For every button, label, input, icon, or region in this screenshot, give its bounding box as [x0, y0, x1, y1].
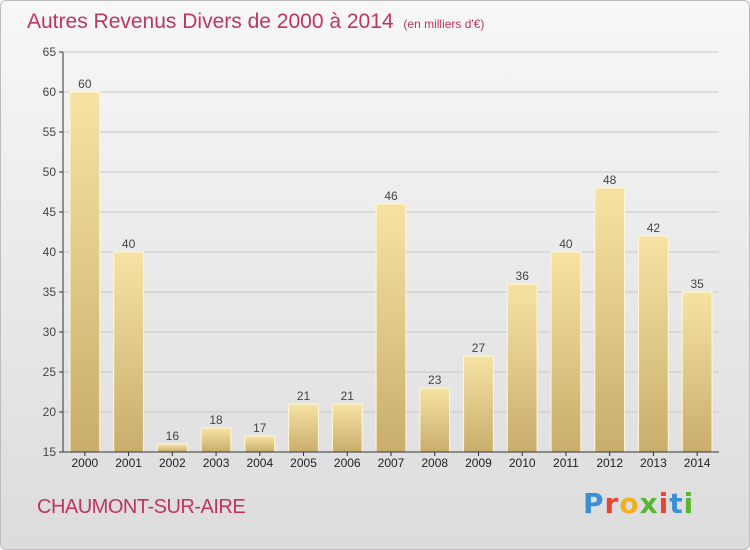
- data-label: 46: [384, 189, 398, 203]
- x-tick-label: 2012: [596, 456, 623, 470]
- bar: [113, 251, 144, 453]
- data-label: 42: [647, 221, 661, 235]
- y-tick-label: 40: [43, 245, 57, 259]
- bar: [288, 403, 319, 453]
- bar: [419, 387, 451, 453]
- y-tick-label: 25: [43, 365, 57, 379]
- x-tick-label: 2011: [553, 456, 579, 470]
- bar: [244, 435, 276, 453]
- bar: [331, 403, 363, 453]
- data-label: 40: [122, 237, 136, 251]
- bar: [506, 283, 538, 453]
- y-tick-label: 65: [43, 45, 57, 59]
- data-label: 40: [559, 237, 573, 251]
- bar: [550, 251, 582, 453]
- axes: [59, 51, 719, 456]
- data-label: 21: [341, 389, 355, 403]
- data-label: 21: [297, 389, 311, 403]
- x-tick-label: 2003: [203, 456, 230, 470]
- bar: [594, 187, 626, 453]
- x-tick-label: 2010: [509, 456, 536, 470]
- chart-title-text: Autres Revenus Divers de 2000 à 2014: [27, 10, 394, 33]
- x-tick-label: 2008: [421, 456, 448, 470]
- data-label: 35: [690, 277, 704, 291]
- x-tick-label: 2004: [246, 456, 273, 470]
- x-tick-label: 2007: [378, 456, 405, 470]
- x-tick-label: 2013: [640, 456, 667, 470]
- data-label: 16: [166, 429, 180, 443]
- commune-name: CHAUMONT-SUR-AIRE: [37, 496, 246, 518]
- x-tick-label: 2014: [684, 456, 711, 470]
- data-label: 60: [78, 77, 92, 91]
- bar: [69, 91, 101, 453]
- bar: [638, 235, 669, 453]
- data-label: 17: [253, 421, 267, 435]
- y-tick-label: 50: [43, 165, 57, 179]
- data-label: 23: [428, 373, 442, 387]
- y-tick-label: 45: [43, 205, 57, 219]
- bars: [69, 91, 713, 453]
- x-tick-label: 2001: [115, 456, 142, 470]
- bar: [681, 291, 713, 453]
- bar: [375, 203, 407, 453]
- labels: 15 20 25 30 35 40 45 50 55 60 65 60 2000 40 2001 16 2002…: [43, 45, 711, 470]
- x-tick-label: 2002: [159, 456, 186, 470]
- x-tick-label: 2000: [72, 456, 99, 470]
- y-tick-label: 15: [43, 445, 57, 459]
- x-tick-label: 2005: [290, 456, 317, 470]
- data-label: 48: [603, 173, 617, 187]
- y-tick-label: 30: [43, 325, 57, 339]
- data-label: 18: [209, 413, 223, 427]
- y-tick-label: 35: [43, 285, 57, 299]
- chart-title: Autres Revenus Divers de 2000 à 2014 (en…: [27, 10, 484, 34]
- bar: [156, 443, 188, 453]
- x-tick-label: 2006: [334, 456, 361, 470]
- y-tick-label: 55: [43, 125, 57, 139]
- proxiti-logo: Proxiti: [583, 487, 695, 520]
- data-label: 27: [472, 341, 486, 355]
- y-tick-label: 20: [43, 405, 57, 419]
- chart-subtitle: (en milliers d'€): [403, 17, 485, 31]
- y-tick-label: 60: [43, 85, 57, 99]
- bar: [463, 355, 494, 453]
- data-label: 36: [516, 269, 530, 283]
- bar: [200, 427, 232, 453]
- x-tick-label: 2009: [465, 456, 492, 470]
